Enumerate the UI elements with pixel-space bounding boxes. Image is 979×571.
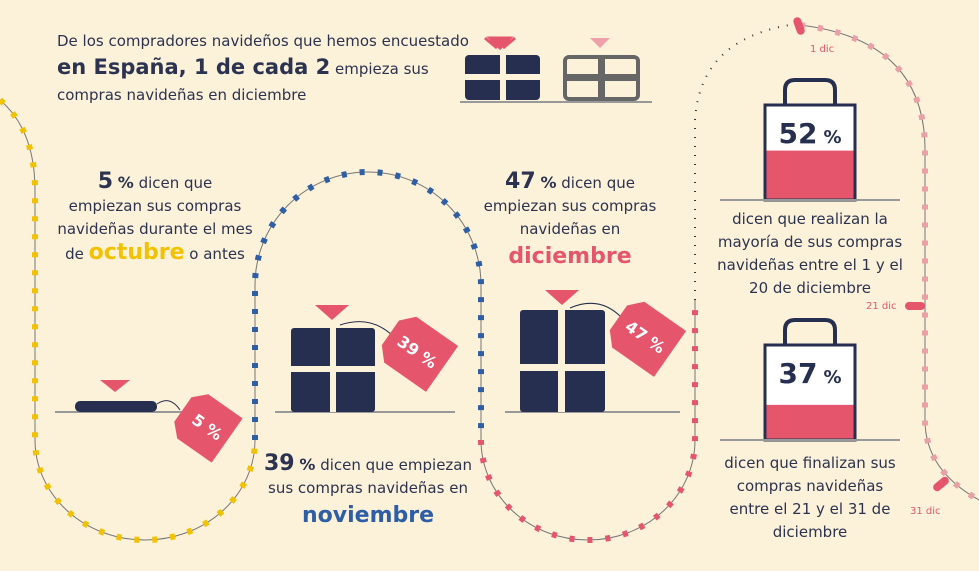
percent-value: 39 (263, 451, 295, 476)
panel-text: empiezan sus compras (68, 197, 242, 215)
month: octubre (88, 240, 185, 265)
bag-number: 37 (778, 357, 817, 390)
panel-text: dicen que (138, 174, 213, 192)
intro-line: compras navideñas en diciembre (57, 86, 307, 104)
bag-number: 52 (778, 117, 817, 150)
intro-line: De los compradores navideños que hemos e… (57, 32, 469, 50)
month: diciembre (508, 244, 632, 269)
bag-unit: % (823, 367, 841, 388)
bag-fill (766, 150, 854, 199)
bags: 52 %37% (720, 78, 900, 442)
light-strings (0, 17, 979, 543)
percent-unit: % (117, 173, 134, 192)
panel-head: 47 % dicen que (470, 170, 670, 195)
panel: 5 % dicen que empiezan sus compras navideñ… (40, 170, 270, 266)
date-label: 1 dic (810, 44, 835, 55)
panel-text: sus compras navideñas en (268, 479, 468, 497)
panel-text: de octubre o antes (65, 240, 245, 265)
intro-line: en España, 1 de cada 2 empieza sus (57, 54, 469, 82)
intro-text: empieza sus (335, 60, 429, 78)
bag-value: 37% (778, 357, 841, 390)
percent-unit: % (299, 455, 316, 474)
bag-value: 52% (778, 117, 841, 150)
bag-caption: dicen que finalizan sus compras navideña… (724, 454, 896, 541)
date-label: 21 dic (866, 301, 897, 312)
panel-text: empiezan sus compras (483, 197, 657, 215)
percent-value: 5 (97, 169, 113, 194)
panel-text: o antes (189, 245, 245, 263)
panel-head: 5 % dicen que (40, 170, 270, 195)
panel-text: dicen que (561, 174, 635, 192)
panel-head: 39 % dicen que empiezan (253, 452, 483, 477)
intro-highlight: en España, 1 de cada 2 (57, 55, 331, 79)
bag-unit: % (823, 127, 841, 148)
percent-value: 47 (505, 169, 536, 194)
tags: 5 % 39 % 47 % (174, 301, 687, 463)
bag-caption: dicen que realizan la mayoría de sus com… (717, 210, 903, 297)
percent-unit: % (540, 173, 557, 192)
panel-text: navideñas en (519, 220, 621, 238)
gifts (55, 290, 680, 413)
month: noviembre (301, 503, 435, 528)
date-label: 31 dic (910, 506, 941, 517)
panel: 39 % dicen que empiezan sus compras navid… (253, 452, 483, 527)
bag-fill (766, 404, 854, 439)
panel: 47 % dicen que empiezan sus compras navide… (470, 170, 670, 268)
intro-gifts (460, 36, 652, 103)
panel-text: dicen que empiezan (320, 456, 472, 474)
intro: De los compradores navideños que hemos e… (57, 28, 469, 108)
panel-text: navideñas durante el mes (57, 220, 253, 238)
